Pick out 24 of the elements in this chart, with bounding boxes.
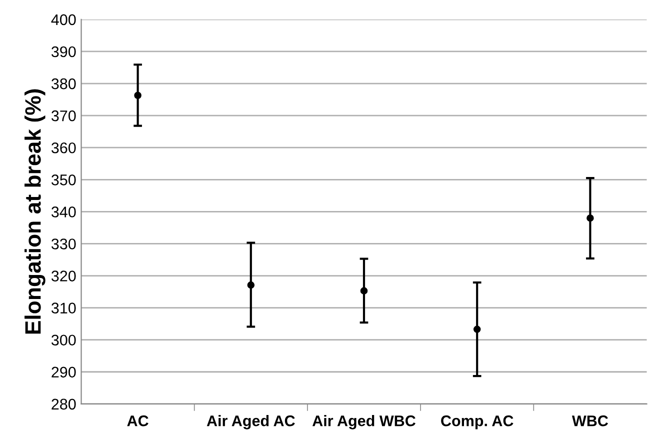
y-tick-label: 290 [52,366,76,378]
y-tick-label: 350 [51,174,76,186]
x-tick-label: Comp. AC [441,415,514,430]
y-tick-label: 390 [51,46,76,58]
y-axis-title: Elongation at break (%) [24,89,46,334]
point [247,281,255,289]
point [586,214,594,222]
x-tick-label: WBC [572,415,608,426]
point [473,326,481,333]
y-tick-label: 400 [51,14,76,26]
y-tick-label: 360 [51,142,76,154]
y-tick-label: 380 [51,78,76,90]
y-tick-label: 300 [51,334,76,346]
point [134,92,142,100]
x-tick-label: Air Aged AC [206,415,295,430]
y-tick-label: 370 [51,110,76,122]
y-tick-label: 330 [51,238,76,250]
point [360,287,368,294]
y-tick-label: 280 [52,398,76,410]
x-tick-label: Air Aged WBC [312,415,416,430]
y-tick-label: 320 [51,270,76,282]
y-tick-label: 310 [51,302,76,314]
y-tick-label: 340 [51,206,76,218]
x-tick-label: AC [127,415,148,426]
